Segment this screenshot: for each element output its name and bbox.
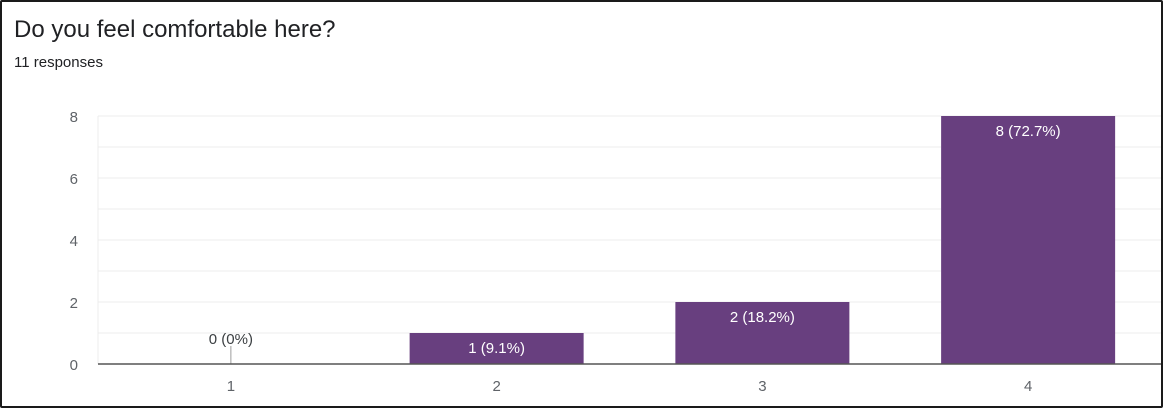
data-labels: 0 (0%) 1 (9.1%) 2 (18.2%) 8 (72.7%) — [209, 123, 1061, 357]
y-tick-label: 0 — [70, 357, 78, 374]
bar-3 — [675, 302, 850, 364]
x-tick-label: 2 — [492, 378, 500, 395]
bar-2 — [409, 333, 584, 364]
bar-4 — [941, 116, 1116, 364]
y-tick-label: 4 — [70, 233, 78, 250]
y-axis-ticks: 0 2 4 6 8 — [70, 109, 78, 374]
y-tick-label: 8 — [70, 109, 78, 126]
data-label: 2 (18.2%) — [730, 309, 795, 326]
response-count: 11 responses — [14, 54, 103, 71]
data-label: 0 (0%) — [209, 331, 253, 348]
y-tick-label: 2 — [70, 295, 78, 312]
y-tick-label: 6 — [70, 171, 78, 188]
question-title: Do you feel comfortable here? — [14, 16, 336, 43]
data-label: 8 (72.7%) — [996, 123, 1061, 140]
bars — [230, 116, 1116, 364]
x-tick-label: 3 — [758, 378, 766, 395]
data-label: 1 (9.1%) — [468, 340, 525, 357]
x-tick-label: 1 — [227, 378, 235, 395]
x-axis-ticks: 1 2 3 4 — [227, 378, 1033, 395]
x-tick-label: 4 — [1024, 378, 1032, 395]
